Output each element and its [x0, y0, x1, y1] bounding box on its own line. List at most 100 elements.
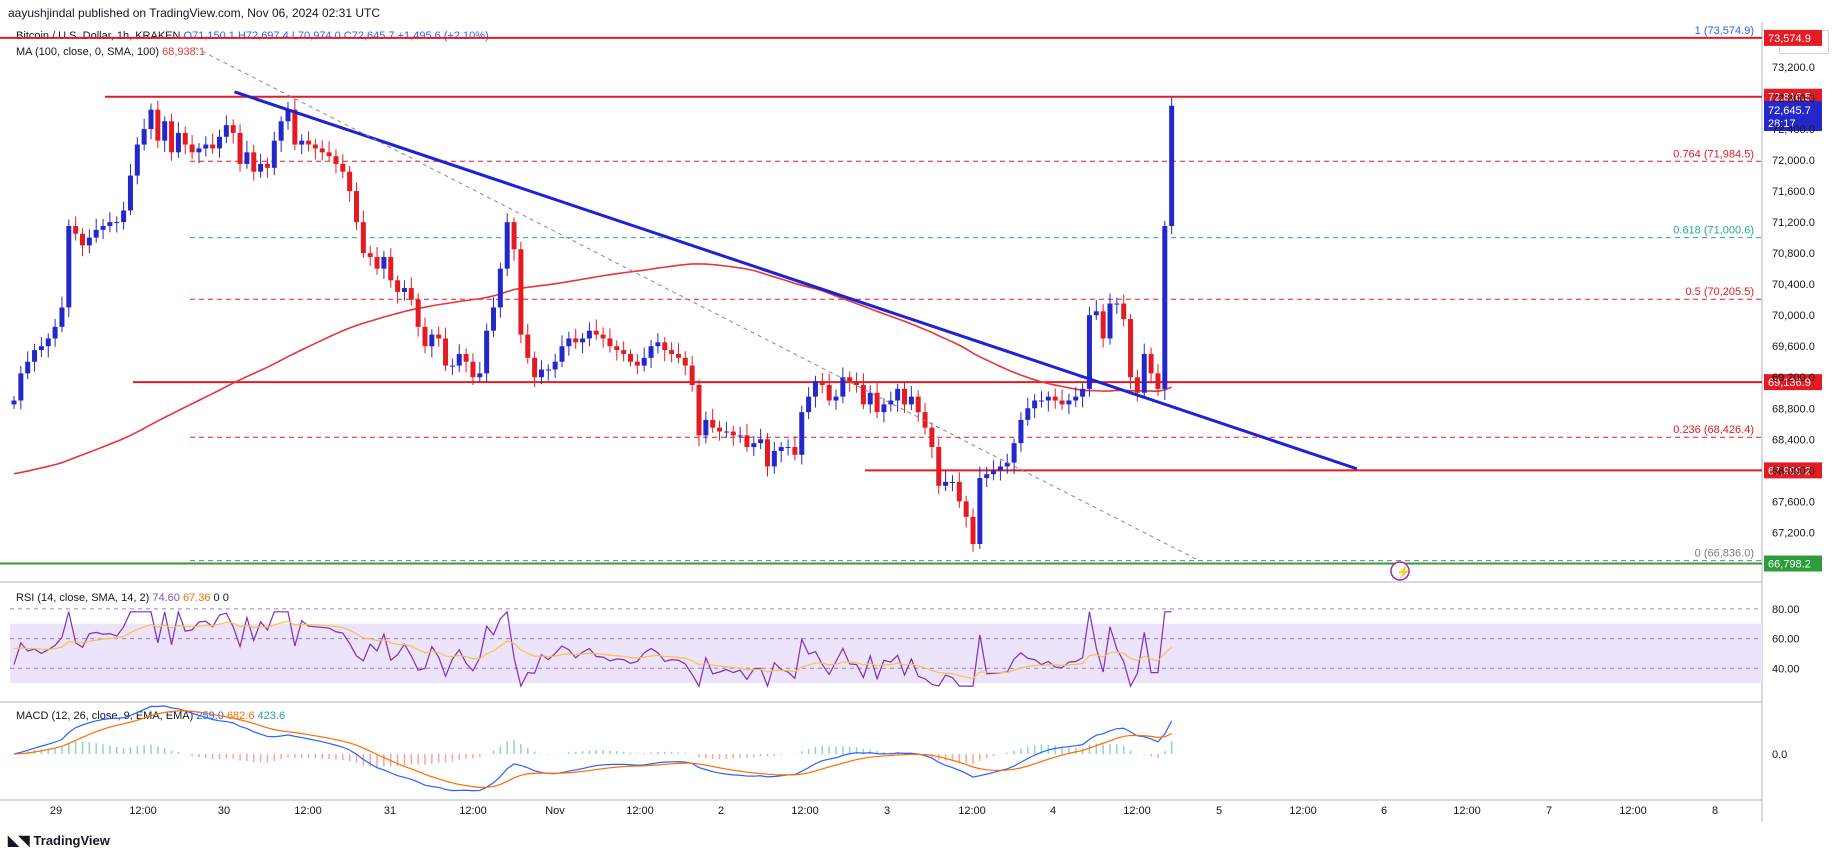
candle-body — [1155, 373, 1161, 389]
candle-body — [93, 229, 99, 238]
candle-body — [600, 334, 606, 339]
candle-body — [1066, 400, 1072, 405]
candle-body — [134, 144, 140, 176]
candle-body — [703, 419, 709, 436]
fib-label: 0.618 (71,000.6) — [1673, 225, 1754, 237]
candle-body — [792, 447, 798, 455]
candle-body — [929, 427, 935, 448]
candle-body — [333, 156, 339, 164]
horizontal-levels: 73,574.972,816.569,136.967,999.266,798.2… — [0, 29, 1822, 572]
rsi-legend-value2: 67.36 — [182, 592, 211, 604]
candle-body — [45, 338, 51, 347]
candle-body — [251, 152, 257, 172]
candle-body — [436, 334, 442, 339]
price-tick-label: 69,200.0 — [1772, 372, 1815, 384]
rsi-pane: 80.00 60.00 40.00 — [10, 604, 1800, 688]
time-tick-label: 12:00 — [626, 805, 654, 817]
candle-body — [162, 121, 168, 141]
rsi-tick-label: 40.00 — [1772, 663, 1800, 675]
lightning-icon — [1390, 561, 1410, 581]
candle-body — [867, 392, 873, 405]
candle-body — [374, 257, 380, 269]
symbol-title: Bitcoin / U.S. Dollar, 1h, KRAKEN — [16, 30, 181, 42]
price-tick-label: 69,600.0 — [1772, 341, 1815, 353]
candle-body — [669, 350, 675, 354]
candle-body — [1045, 396, 1051, 401]
time-tick-label: 3 — [884, 805, 890, 817]
candle-body — [943, 481, 949, 486]
candle-body — [1134, 377, 1140, 393]
macd-legend-value3: 423.6 — [257, 710, 286, 722]
candle-body — [32, 350, 38, 362]
candle-body — [593, 330, 599, 335]
price-tick-label: 68,400.0 — [1772, 434, 1815, 446]
currency-button[interactable]: USD — [1779, 30, 1829, 54]
level-label: 69,136.9 — [1768, 377, 1811, 389]
tradingview-logo[interactable]: ◣◥ TradingView — [8, 832, 110, 849]
candle-body — [840, 377, 846, 397]
candle-body — [1004, 462, 1010, 467]
ma-legend-label: MA (100, close, 0, SMA, 100) — [16, 46, 160, 58]
candle-body — [449, 365, 455, 367]
price-tick-label: 72,000.0 — [1772, 155, 1815, 167]
price-tick-label: 71,200.0 — [1772, 217, 1815, 229]
candle-body — [580, 338, 586, 343]
candle-body — [340, 163, 346, 172]
candle-body — [456, 353, 462, 366]
candle-body — [114, 222, 120, 224]
candle-body — [991, 470, 997, 475]
candle-body — [888, 400, 894, 405]
candles — [11, 97, 1175, 552]
candle-body — [1114, 303, 1120, 305]
price-tick-label: 73,200.0 — [1772, 62, 1815, 74]
candle-body — [25, 361, 31, 374]
candle-body — [11, 400, 17, 405]
candle-body — [491, 307, 496, 331]
candle-body — [264, 163, 270, 168]
time-tick-label: 29 — [50, 805, 62, 817]
candle-body — [86, 237, 92, 246]
candle-body — [607, 338, 613, 347]
time-tick-label: 12:00 — [459, 805, 487, 817]
tradingview-logo-icon: ◣◥ — [8, 832, 30, 848]
candle-body — [689, 365, 695, 385]
price-tick-label: 71,600.0 — [1772, 186, 1815, 198]
current-price-label: 72,645.7 — [1768, 105, 1811, 117]
time-tick-label: 12:00 — [1453, 805, 1481, 817]
candle-body — [744, 435, 750, 448]
candle-body — [217, 136, 222, 149]
candle-body — [155, 109, 161, 141]
price-tick-label: 70,400.0 — [1772, 279, 1815, 291]
level-badge — [1764, 88, 1822, 105]
level-label: 72,816.5 — [1768, 92, 1811, 104]
candle-body — [826, 384, 832, 401]
candle-body — [812, 381, 818, 397]
time-tick-label: 12:00 — [958, 805, 986, 817]
candle-body — [511, 222, 517, 250]
candle-body — [182, 132, 188, 145]
price-axis: 73,200.0 72,800.0 72,400.0 72,000.0 71,600.0… — [1772, 62, 1815, 539]
candle-body — [38, 346, 44, 351]
time-tick-label: 2 — [718, 805, 724, 817]
rsi-legend-value3: 0 — [213, 592, 220, 604]
time-tick-label: 12:00 — [1289, 805, 1317, 817]
candle-body — [18, 373, 24, 401]
candle-body — [422, 326, 428, 347]
descending-trendline — [234, 90, 1358, 471]
candle-body — [1100, 311, 1106, 339]
candle-body — [641, 357, 647, 366]
candle-body — [648, 346, 654, 358]
rsi-legend-value4: 0 — [222, 592, 229, 604]
candle-body — [655, 342, 661, 347]
time-tick-label: 30 — [218, 805, 230, 817]
candle-body — [326, 152, 332, 157]
candle-body — [299, 140, 305, 145]
candle-body — [765, 439, 770, 467]
candle-body — [127, 175, 133, 211]
rsi-band — [10, 623, 1762, 684]
fib-label: 1 (73,574.9) — [1695, 25, 1754, 37]
candle-body — [1121, 303, 1127, 320]
rsi-legend: RSI (14, close, SMA, 14, 2) 74.60 67.36 … — [16, 592, 229, 604]
moving-average — [13, 263, 1172, 475]
